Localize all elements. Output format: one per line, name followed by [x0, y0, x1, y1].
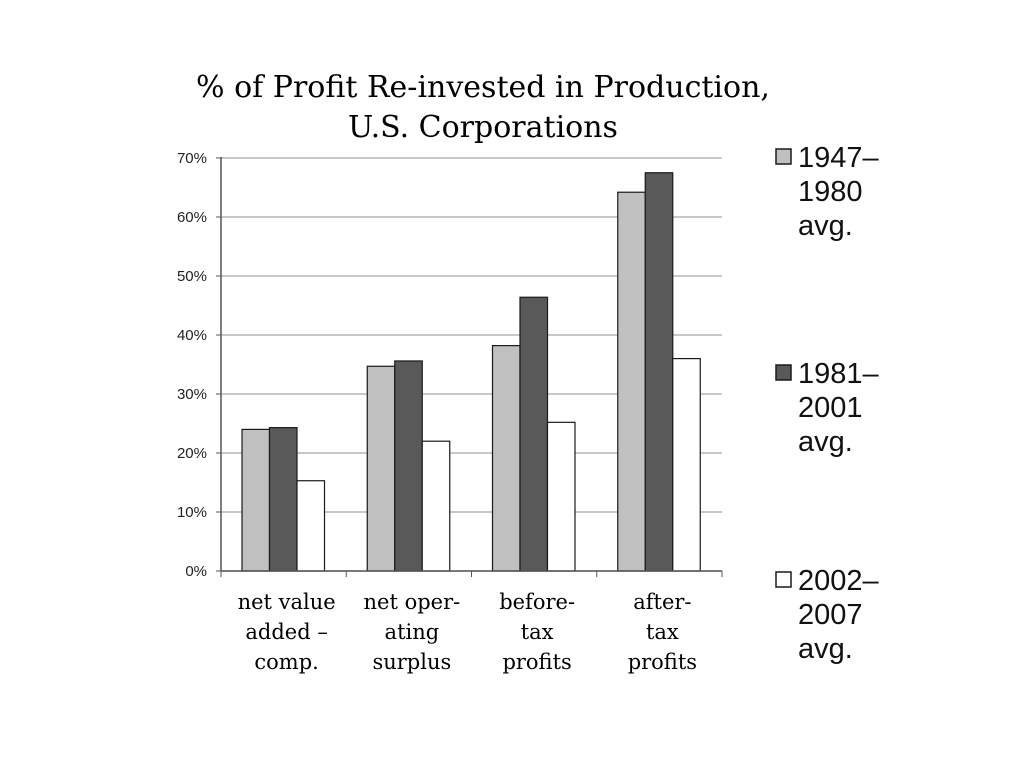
chart-title: % of Profit Re-invested in Production, U.… [196, 70, 770, 145]
legend-label: 2002– [798, 565, 880, 597]
bar [672, 358, 701, 572]
y-tick-label: 10% [177, 504, 207, 521]
legend-swatch [775, 571, 792, 588]
chart-title-line: % of Profit Re-invested in Production, [196, 70, 770, 105]
y-tick-label: 30% [177, 386, 207, 403]
category-label: added – [245, 620, 327, 644]
category-label: tax [646, 620, 679, 644]
category-label: net value [238, 590, 336, 614]
bar [421, 440, 451, 572]
bar [394, 360, 423, 572]
category-label: tax [521, 620, 554, 644]
legend-label: avg. [798, 633, 853, 665]
bars [241, 172, 701, 572]
legend-swatch [775, 148, 792, 165]
y-tick-label: 70% [177, 150, 207, 167]
legend-label: 2001 [798, 392, 863, 424]
y-tick-label: 50% [177, 268, 207, 285]
bar [617, 191, 646, 572]
y-tick-label: 20% [177, 445, 207, 462]
bar [644, 172, 674, 572]
legend-label: 2007 [798, 599, 863, 631]
legend-label: avg. [798, 210, 853, 242]
category-label: surplus [372, 650, 451, 674]
bar [491, 345, 521, 572]
y-tick-label: 0% [185, 563, 207, 580]
category-label: before- [499, 590, 575, 614]
category-label: ating [385, 620, 440, 644]
legend-label: avg. [798, 426, 853, 458]
bar [296, 480, 326, 572]
legend-label: 1947– [798, 142, 880, 174]
category-label: net oper- [364, 590, 461, 614]
y-axis-ticks: 0% 10% 20% 30% 40% 50% 60% 70% [177, 150, 221, 580]
y-tick-label: 40% [177, 327, 207, 344]
legend-label: 1980 [798, 176, 863, 208]
y-tick-label: 60% [177, 209, 207, 226]
x-axis-categories: net value added – comp. net oper-ating surpl… [238, 590, 697, 674]
legend-swatch [775, 364, 792, 381]
bar [268, 427, 298, 572]
axes [220, 157, 723, 577]
category-label: profits [502, 650, 571, 674]
category-label: after- [633, 590, 691, 614]
bar [241, 428, 271, 572]
category-label: profits [628, 650, 697, 674]
bar [546, 421, 576, 572]
chart-title-line: U.S. Corporations [348, 110, 618, 145]
bar [366, 365, 396, 572]
legend-label: 1981– [798, 358, 880, 390]
bar [519, 296, 549, 572]
category-label: comp. [254, 650, 318, 674]
